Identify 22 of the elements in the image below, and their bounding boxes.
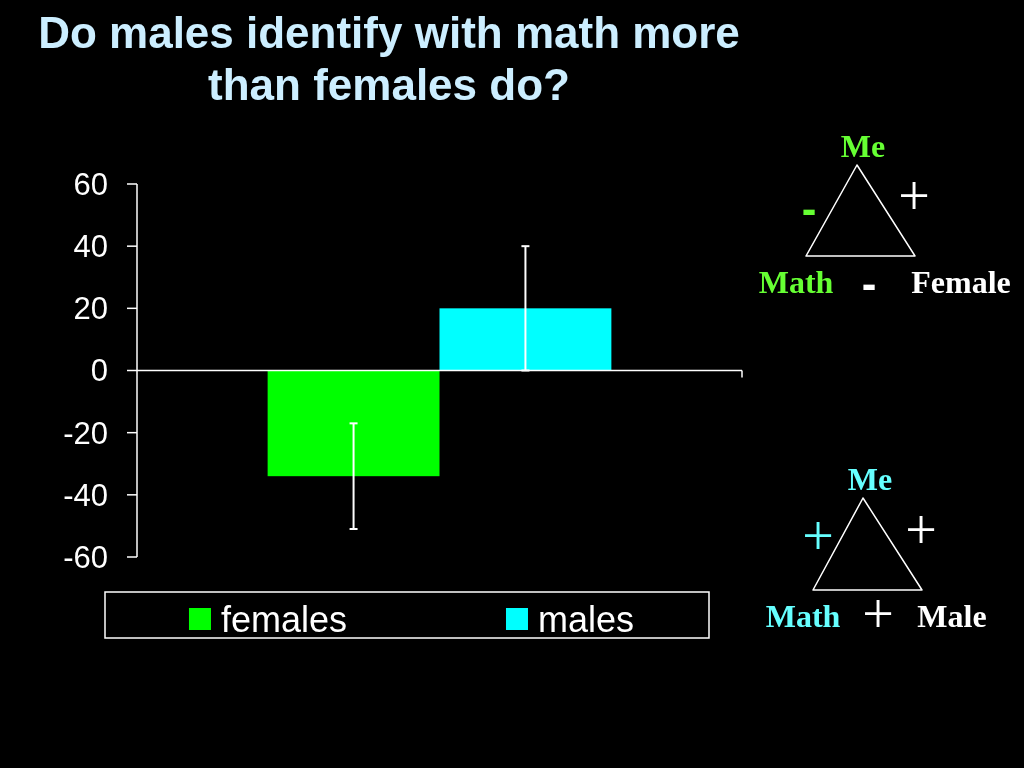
text: Male [917, 598, 987, 634]
text: Math [765, 598, 841, 634]
legend-label: females [220, 599, 348, 640]
y-tick-label: 20 [73, 291, 108, 327]
text: + [905, 499, 937, 561]
text: + [898, 165, 930, 227]
text: + [862, 583, 894, 645]
chart-title: Do males identify with math more than females do? [38, 8, 740, 109]
text: Female [911, 264, 1011, 300]
y-tick-label: 0 [90, 353, 108, 389]
y-tick-label: -20 [63, 415, 108, 451]
text: + [802, 505, 834, 567]
legend-label: males [537, 599, 635, 640]
text: Me [847, 461, 893, 497]
text: - [801, 184, 817, 233]
y-tick-label: -40 [63, 477, 108, 513]
y-tick-label: -60 [63, 539, 108, 575]
y-tick-label: 60 [73, 166, 108, 202]
text: Me [840, 128, 886, 164]
text: - [861, 259, 877, 308]
text: Math [758, 264, 834, 300]
y-tick-label: 40 [73, 229, 108, 265]
